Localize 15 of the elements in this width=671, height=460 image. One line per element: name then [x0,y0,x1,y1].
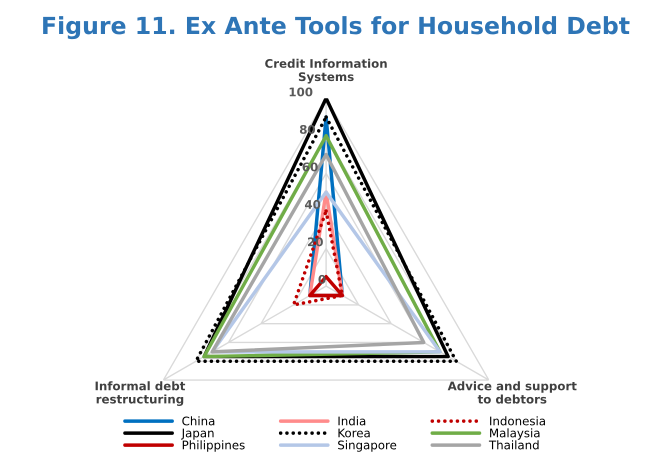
y-tick-label: 100 [290,87,312,96]
legend-label: Indonesia [490,416,545,426]
spoke-label: Credit Information Systems [265,58,387,84]
legend-label: Japan [181,428,214,440]
legend-label: China [182,416,214,426]
legend-label: Singapore [338,440,396,452]
spoke-label: Informal debt restructuring [96,381,186,406]
legend-label: Malaysia [490,428,540,440]
spoke-label: Advice and support to debtors [448,381,577,404]
legend-label: Thailand [488,440,539,450]
y-tick-label: 40 [304,200,320,209]
legend-label: Korea [338,428,370,438]
legend-label: Philippines [182,440,245,452]
legend-label: India [338,416,366,426]
chart-title: Figure 11. Ex Ante Tools for Household Debt [43,16,630,40]
